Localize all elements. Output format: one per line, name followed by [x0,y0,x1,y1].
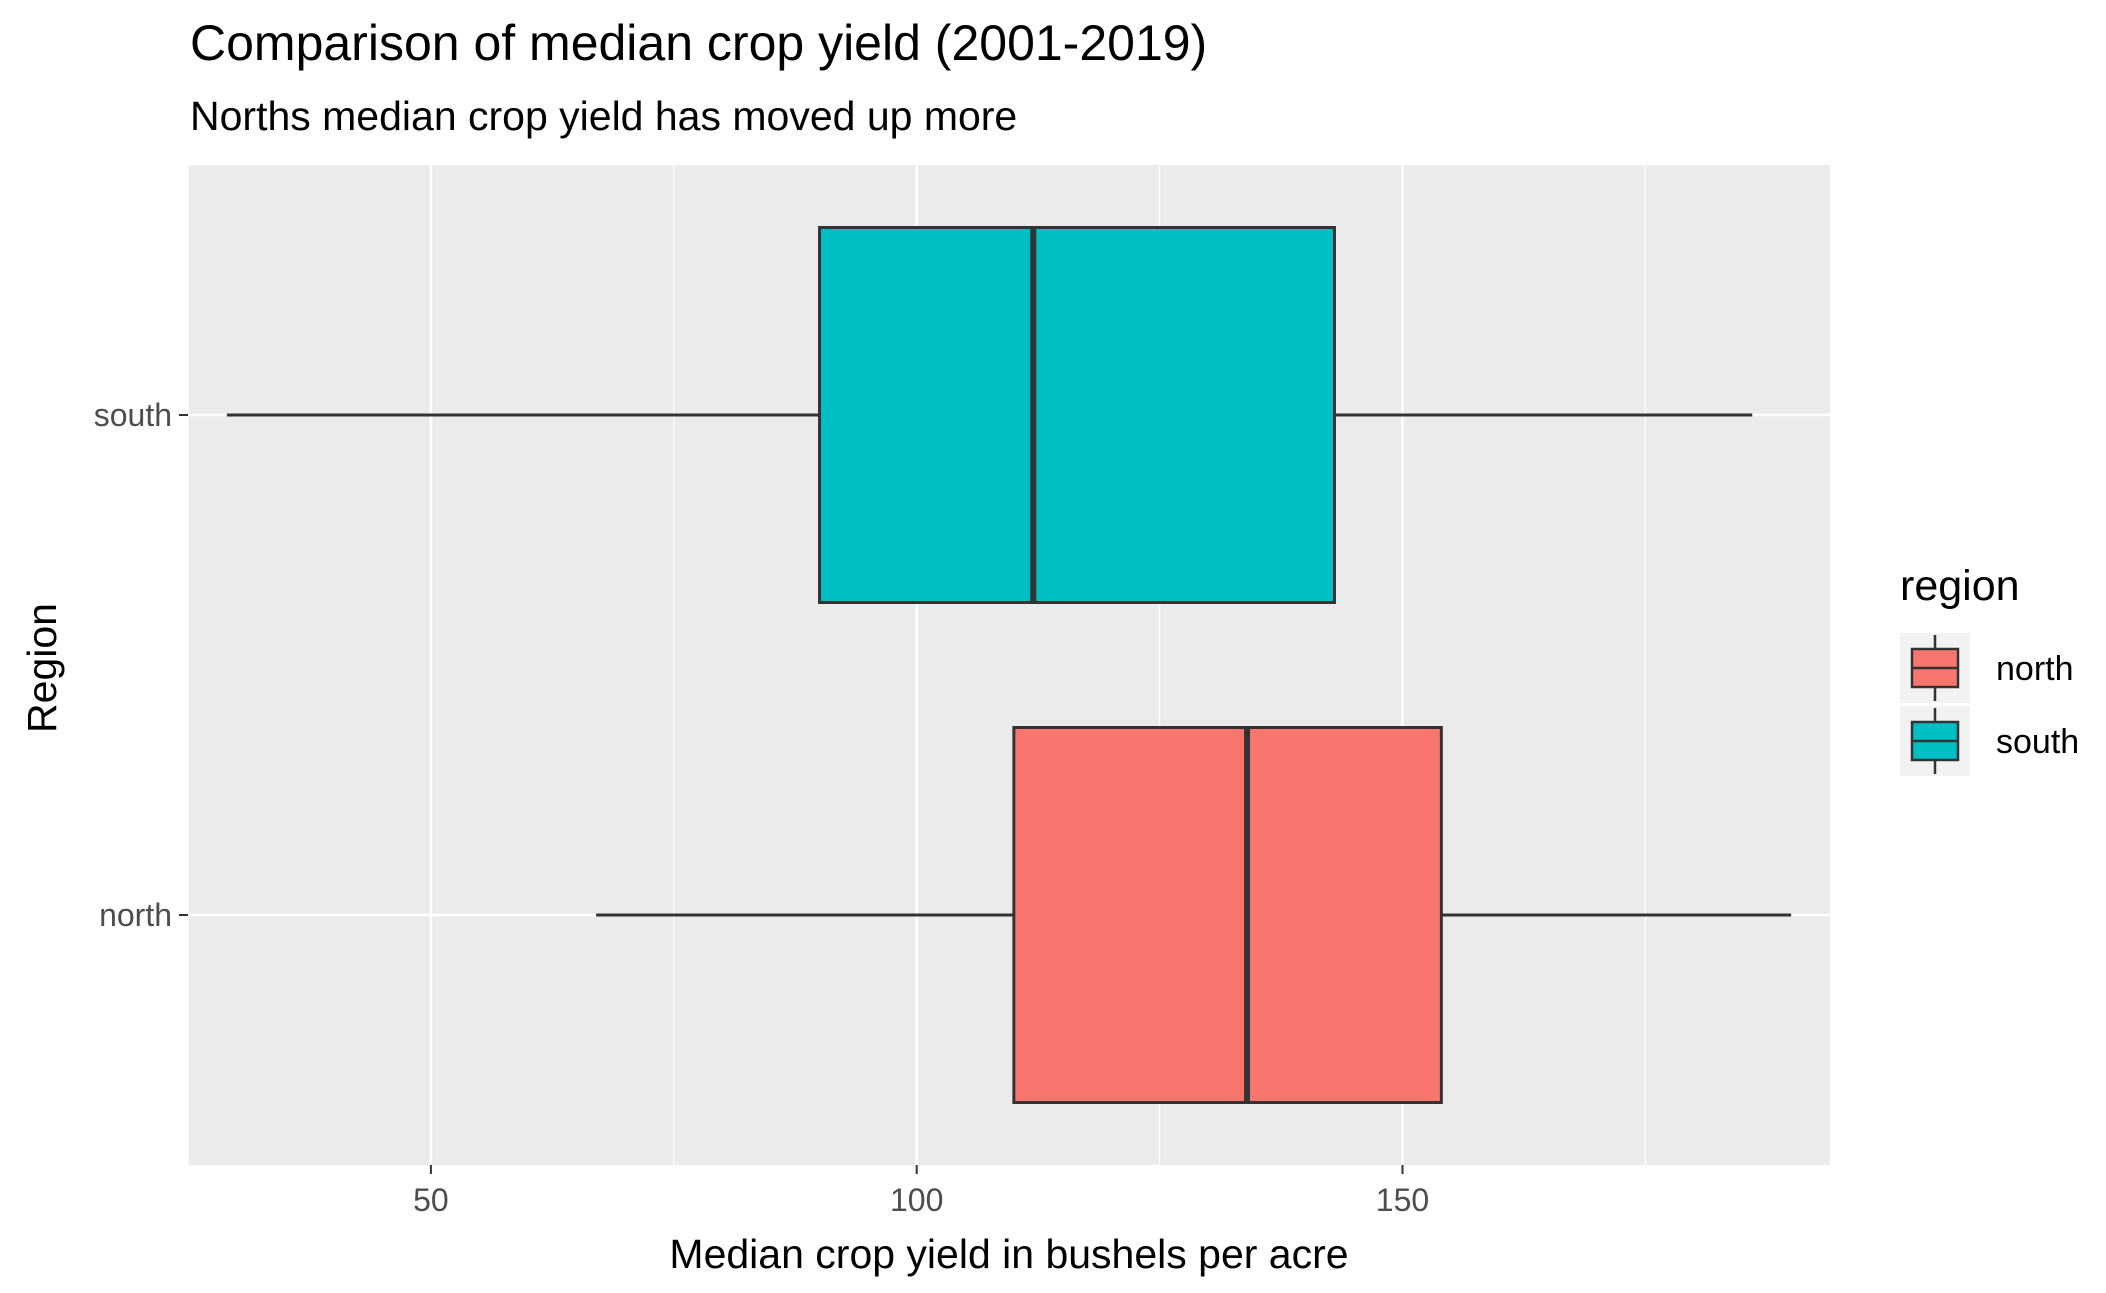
legend-label-north: north [1996,650,2074,688]
y-axis-title: Region [19,603,65,733]
legend: region north south [1900,562,2079,776]
y-axis: north south [94,397,188,933]
box-north [1012,726,1443,1104]
chart-title: Comparison of median crop yield (2001-20… [190,15,1207,71]
chart-subtitle: Norths median crop yield has moved up mo… [190,93,1017,139]
box-south [818,226,1336,604]
x-axis-title: Median crop yield in bushels per acre [669,1231,1348,1277]
x-tick-label: 100 [890,1182,943,1218]
x-tick-label: 50 [413,1182,449,1218]
x-tick-label: 150 [1376,1182,1429,1218]
y-tick-label: north [99,897,172,933]
y-tick-label: south [94,397,172,433]
legend-title: region [1900,562,2020,610]
legend-label-south: south [1996,723,2079,761]
boxes [226,226,1792,1104]
x-axis: 50 100 150 [413,1165,1429,1218]
